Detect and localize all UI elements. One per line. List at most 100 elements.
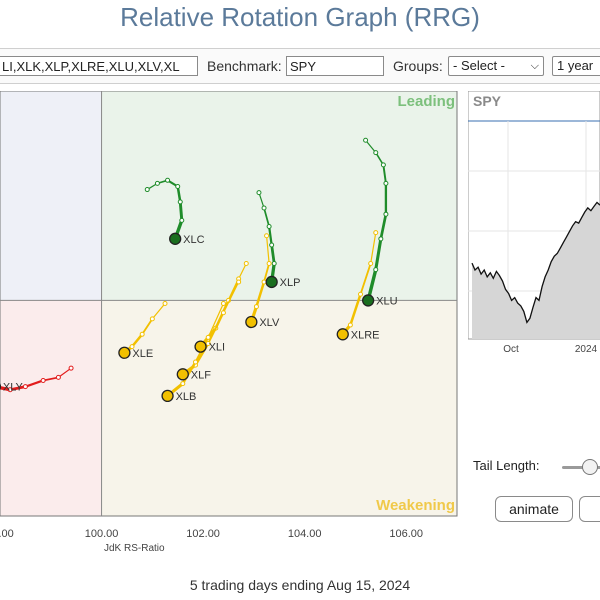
- footer-caption: 5 trading days ending Aug 15, 2024: [189, 577, 411, 593]
- trail-segment-xlp: [268, 225, 273, 247]
- trail-point-xlb: [205, 334, 211, 340]
- trail-point-xlp: [269, 242, 275, 248]
- trail-point-xlre: [358, 291, 364, 297]
- trail-segment-xlre: [370, 232, 377, 265]
- trail-point-xlp: [256, 190, 262, 196]
- trail-segment-xly: [0, 386, 12, 392]
- trail-point-xlb: [220, 301, 226, 306]
- x-tick-label: 100.00: [85, 528, 119, 540]
- series-label-xlc: XLC: [183, 234, 204, 246]
- series-label-xlv: XLV: [259, 317, 280, 329]
- head-marker-xli[interactable]: [194, 340, 207, 353]
- trail-segment-xly: [42, 376, 60, 382]
- benchmark-mini-chart: SPY Oct 2024: [468, 91, 600, 355]
- trail-segment-xlv: [265, 235, 270, 265]
- trail-point-xlf: [220, 310, 226, 316]
- trail-segment-xle: [141, 317, 154, 336]
- trail-point-xlc: [165, 177, 171, 183]
- trail-point-xlu: [383, 211, 389, 217]
- head-marker-xlu[interactable]: [361, 294, 375, 307]
- trail-point-xly: [40, 377, 46, 383]
- trail-point-xle: [162, 301, 168, 306]
- mini-chart-area: [472, 202, 600, 339]
- symbols-input[interactable]: LI,XLK,XLP,XLRE,XLU,XLV,XL: [0, 56, 198, 76]
- trail-point-xlu: [373, 267, 379, 273]
- trail-point-xlv: [261, 279, 267, 285]
- trail-point-xlu: [373, 150, 379, 156]
- series-label-xlu: XLU: [376, 295, 397, 307]
- trail-segment-xlp: [270, 243, 276, 265]
- period-select[interactable]: 1 year: [552, 56, 600, 76]
- trail-segment-xlre: [349, 293, 362, 327]
- trail-point-xlc: [177, 199, 183, 205]
- trail-point-xlc: [144, 187, 150, 193]
- mini-chart-symbol: SPY: [473, 93, 502, 109]
- trail-point-xlv: [253, 304, 259, 310]
- head-marker-xle[interactable]: [118, 346, 131, 359]
- mini-x-tick-2024: 2024: [575, 344, 598, 355]
- trail-point-xli: [243, 260, 249, 266]
- trail-point-xlf: [236, 279, 242, 285]
- rrg-chart: XLC XLP XLU XLRE XLV XLI XLE XLF XLB XLY 00.00 100…: [0, 91, 458, 554]
- trail-segment-xli: [238, 262, 247, 280]
- groups-select[interactable]: - Select - ⌵: [448, 56, 544, 76]
- groups-label: Groups:: [393, 58, 443, 74]
- tail-length-label: Tail Length:: [473, 458, 540, 473]
- quadrant-weakening: [101, 300, 458, 516]
- head-marker-xlc[interactable]: [169, 232, 182, 245]
- x-tick-label: 106.00: [389, 528, 423, 540]
- series-label-xlf: XLF: [191, 369, 211, 381]
- trail-segment-xle: [151, 302, 166, 320]
- trail-point-xlc: [154, 180, 160, 186]
- head-marker-xlv[interactable]: [245, 315, 258, 329]
- quadrant-leading: [101, 91, 458, 301]
- page-title: Relative Rotation Graph (RRG): [120, 2, 480, 32]
- trail-point-xlv: [264, 233, 270, 239]
- trail-point-xlre: [373, 230, 379, 236]
- trail-segment-xle: [130, 333, 144, 348]
- chevron-down-icon: ⌵: [530, 60, 539, 72]
- trail-point-xlre: [368, 260, 374, 266]
- head-marker-xlb[interactable]: [161, 389, 174, 403]
- trail-point-xlc: [179, 217, 185, 223]
- quadrant-lagging: [0, 300, 102, 516]
- trail-point-xlc: [175, 183, 181, 189]
- mini-chart-line: [471, 201, 600, 324]
- head-marker-xlre[interactable]: [336, 328, 349, 341]
- head-marker-xlf[interactable]: [176, 368, 189, 381]
- series-label-xlre: XLRE: [351, 329, 380, 341]
- trail-segment-xlp: [258, 192, 265, 209]
- x-tick-label: 00.00: [0, 528, 14, 540]
- trail-point-xlv: [266, 260, 272, 266]
- period-select-value: 1 year: [557, 58, 594, 73]
- trail-segment-xlu: [365, 139, 377, 154]
- trail-segment-xlb: [207, 302, 225, 338]
- trail-segment-xlc: [176, 185, 182, 204]
- trail-point-xlp: [261, 205, 267, 211]
- groups-select-value: - Select -: [453, 58, 506, 73]
- trail-segment-xly: [57, 367, 72, 379]
- controls-bar: LI,XLK,XLP,XLRE,XLU,XLV,XL Benchmark: SP…: [0, 48, 600, 84]
- quadrant-label-leading: Leading: [397, 93, 455, 110]
- series-label-xly: XLY: [3, 382, 24, 394]
- animate-button[interactable]: animate: [495, 496, 573, 522]
- trail-point-xly: [7, 387, 13, 393]
- head-marker-xlp[interactable]: [265, 275, 278, 289]
- x-axis-label: JdK RS-Ratio: [104, 543, 165, 554]
- trail-point-xlu: [378, 236, 384, 242]
- tail-length-slider-handle[interactable]: [582, 459, 598, 475]
- trail-segment-xlc: [178, 200, 184, 222]
- trail-point-xlre: [347, 322, 353, 328]
- tail-length-slider-track[interactable]: [562, 466, 600, 469]
- next-button[interactable]: [579, 496, 600, 522]
- series-label-xlp: XLP: [280, 277, 301, 289]
- quadrant-label-weakening: Weakening: [376, 497, 455, 514]
- trail-point-xle: [149, 316, 155, 322]
- trail-segment-xlf: [222, 281, 240, 314]
- trail-segment-xly: [8, 385, 27, 392]
- trail-segment-xlv: [263, 262, 271, 283]
- trail-point-xle: [139, 331, 145, 337]
- rrg-plot-frame: [0, 91, 458, 517]
- trail-point-xlu: [363, 137, 369, 143]
- benchmark-input[interactable]: SPY: [286, 56, 384, 76]
